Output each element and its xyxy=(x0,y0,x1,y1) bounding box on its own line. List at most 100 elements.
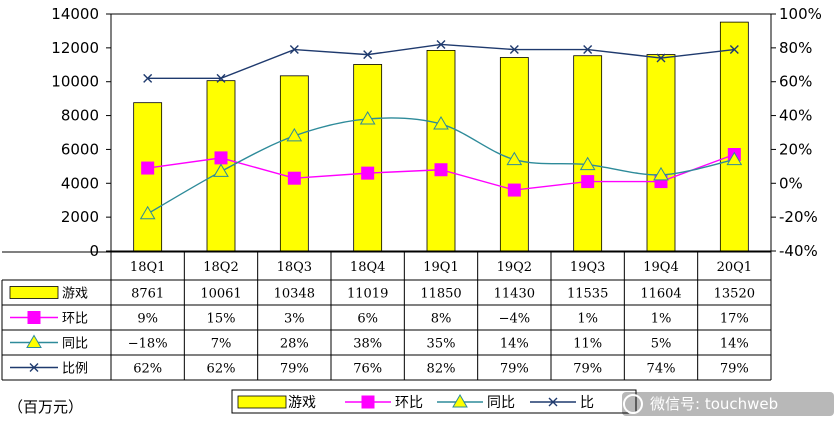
point-环比-18Q2 xyxy=(214,151,228,165)
wechat-icon xyxy=(623,394,643,414)
category-label: 19Q2 xyxy=(497,260,532,275)
watermark: 微信号: touchweb xyxy=(622,392,834,416)
cell-同比-20Q1: 14% xyxy=(720,337,749,352)
point-环比-18Q1 xyxy=(141,161,155,175)
right-tick-label: 0% xyxy=(779,174,803,192)
cell-同比-19Q3: 11% xyxy=(573,337,602,352)
cell-比例-19Q4: 74% xyxy=(647,362,676,377)
legend-key-marker-环比 xyxy=(361,395,375,409)
legend-label-游戏: 游戏 xyxy=(288,395,316,411)
legend-label-环比: 环比 xyxy=(395,395,423,411)
bar-19Q1 xyxy=(426,49,456,252)
table-key-游戏 xyxy=(9,286,59,299)
point-同比-19Q4 xyxy=(653,166,669,181)
table-key-marker-环比 xyxy=(27,311,41,324)
cell-同比-18Q3: 28% xyxy=(280,337,309,352)
point-同比-18Q3 xyxy=(286,127,303,142)
data-table: 18Q1 18Q2 18Q3 18Q4 19Q1 19Q2 19Q3 19Q4 20Q1 游戏 87… xyxy=(1,251,772,381)
left-tick-label: 6000 xyxy=(61,140,99,158)
cell-比例-19Q1: 82% xyxy=(427,362,456,377)
cell-环比-18Q2: 15% xyxy=(207,312,236,327)
cell-游戏-19Q1: 11850 xyxy=(420,287,461,302)
point-比例-19Q2 xyxy=(509,45,519,55)
legend-label-比例: 比 xyxy=(580,395,594,411)
left-tick-label: 2000 xyxy=(61,208,99,226)
row-label: 同比 xyxy=(62,337,88,352)
cell-游戏-18Q1: 8761 xyxy=(131,287,164,302)
point-比例-18Q3 xyxy=(289,45,299,55)
point-同比-18Q2 xyxy=(213,163,229,177)
category-label: 18Q1 xyxy=(130,260,165,275)
row-label: 比例 xyxy=(62,362,88,377)
cell-比例-18Q1: 62% xyxy=(133,362,162,377)
point-比例-18Q1 xyxy=(143,73,153,83)
cell-环比-20Q1: 17% xyxy=(720,312,749,327)
cell-环比-19Q3: 1% xyxy=(577,312,598,327)
cell-同比-18Q4: 38% xyxy=(353,337,382,352)
legend-key-marker-比例 xyxy=(548,397,558,407)
legend-key-游戏 xyxy=(237,395,287,409)
cell-比例-20Q1: 79% xyxy=(720,362,749,377)
left-tick-label: 4000 xyxy=(61,174,99,192)
cell-比例-19Q3: 79% xyxy=(573,362,602,377)
cell-同比-18Q2: 7% xyxy=(211,337,232,352)
point-环比-18Q4 xyxy=(361,166,375,180)
point-比例-19Q1 xyxy=(436,39,446,49)
bar-18Q3 xyxy=(279,75,309,252)
table-key-marker-同比 xyxy=(26,334,42,348)
bar-18Q1 xyxy=(133,102,163,252)
cell-游戏-18Q2: 10061 xyxy=(200,287,241,302)
bar-18Q4 xyxy=(353,64,383,252)
plot-frame xyxy=(110,13,772,252)
point-环比-19Q1 xyxy=(434,163,448,177)
category-label: 18Q3 xyxy=(277,260,312,275)
watermark-text: 微信号: touchweb xyxy=(650,395,778,413)
bars-layer xyxy=(133,21,749,252)
cell-环比-19Q4: 1% xyxy=(651,312,672,327)
point-比例-18Q2 xyxy=(216,73,226,83)
category-label: 19Q4 xyxy=(643,260,678,275)
cell-同比-19Q4: 5% xyxy=(651,337,672,352)
point-环比-19Q3 xyxy=(581,175,595,189)
lines-layer xyxy=(139,39,743,220)
point-同比-18Q1 xyxy=(139,205,156,220)
cell-比例-18Q3: 79% xyxy=(280,362,309,377)
cell-比例-18Q4: 76% xyxy=(353,362,382,377)
row-label: 游戏 xyxy=(62,287,88,302)
point-环比-18Q3 xyxy=(287,171,301,185)
point-比例-19Q4 xyxy=(656,53,666,63)
left-tick-label: 0 xyxy=(89,242,99,260)
watermark-backdrop xyxy=(622,392,834,416)
right-tick-label: 80% xyxy=(779,39,812,57)
right-tick-label: 100% xyxy=(779,5,822,23)
cell-游戏-19Q3: 11535 xyxy=(567,287,608,302)
row-label: 环比 xyxy=(62,312,88,327)
plot-area-border xyxy=(110,13,772,252)
table-key-marker-比例 xyxy=(29,363,39,372)
cell-游戏-18Q4: 11019 xyxy=(347,287,388,302)
point-比例-20Q1 xyxy=(729,45,739,55)
category-label: 19Q1 xyxy=(423,260,458,275)
right-tick-label: -20% xyxy=(779,208,818,226)
bar-19Q4 xyxy=(646,54,676,252)
bar-19Q3 xyxy=(573,55,603,252)
bottom-legend: 游戏 环比 同比 比 xyxy=(231,389,637,414)
right-tick-label: 60% xyxy=(779,73,812,91)
point-同比-20Q1 xyxy=(726,151,743,166)
cell-游戏-20Q1: 13520 xyxy=(714,287,755,302)
cell-同比-18Q1: −18% xyxy=(128,337,168,352)
cell-环比-18Q1: 9% xyxy=(137,312,158,327)
cell-环比-19Q1: 8% xyxy=(431,312,452,327)
point-比例-18Q4 xyxy=(363,50,373,60)
unit-label: （百万元） xyxy=(8,398,83,416)
point-同比-18Q4 xyxy=(359,110,376,125)
point-环比-19Q2 xyxy=(507,183,521,197)
category-label: 18Q4 xyxy=(350,260,385,275)
left-tick-label: 12000 xyxy=(51,39,99,57)
point-比例-19Q3 xyxy=(583,45,593,55)
left-tick-label: 14000 xyxy=(51,5,99,23)
right-tick-label: 20% xyxy=(779,140,812,158)
category-label: 19Q3 xyxy=(570,260,605,275)
axes-layer: 0 2000 4000 6000 8000 10000 12000 14000 -40% -20%… xyxy=(51,5,822,260)
